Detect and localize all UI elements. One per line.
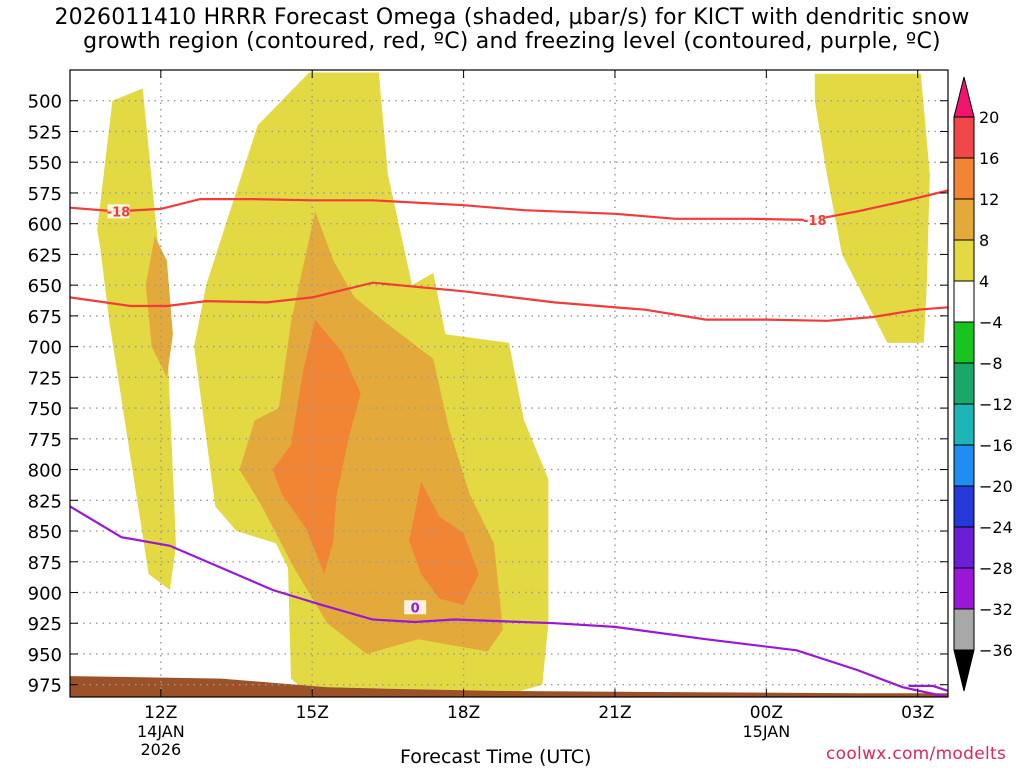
y-tick-label-550: 550 <box>28 153 62 174</box>
colorbar-segment-1 <box>953 157 975 200</box>
colorbar-segment-0 <box>953 116 975 159</box>
y-tick-label-600: 600 <box>28 215 62 236</box>
colorbar-label-11: −28 <box>979 559 1013 578</box>
contour-line-0 <box>70 189 948 222</box>
chart-title: 2026011410 HRRR Forecast Omega (shaded, … <box>0 6 1024 54</box>
colorbar-segment-7 <box>953 403 975 446</box>
contour-label-bg-3 <box>404 600 427 615</box>
contour-label-bg-1 <box>803 212 826 227</box>
terrain-surface <box>70 676 948 697</box>
colorbar-segment-6 <box>953 362 975 405</box>
title-line-2: growth region (contoured, red, ºC) and f… <box>83 29 941 54</box>
x-tick-label-18Z: 18Z <box>447 703 480 723</box>
y-tick-label-725: 725 <box>28 368 62 389</box>
title-line-1: 2026011410 HRRR Forecast Omega (shaded, … <box>54 5 970 30</box>
x-tick-sublabel-2026: 2026 <box>140 740 181 759</box>
x-tick-label-03Z: 03Z <box>901 703 934 723</box>
x-tick-label-21Z: 21Z <box>598 703 631 723</box>
y-tick-label-525: 525 <box>28 122 62 143</box>
y-tick-label-875: 875 <box>28 553 62 574</box>
colorbar-segment-3 <box>953 239 975 282</box>
colorbar-label-1: 16 <box>979 149 999 168</box>
contour-line-2 <box>70 281 948 322</box>
y-tick-label-900: 900 <box>28 584 62 605</box>
colorbar-label-6: −8 <box>979 354 1003 373</box>
omega-region-5 <box>272 319 361 575</box>
y-tick-label-650: 650 <box>28 276 62 297</box>
colorbar-bottom-arrow <box>953 649 975 692</box>
y-tick-label-750: 750 <box>28 399 62 420</box>
colorbar-label-2: 12 <box>979 190 999 209</box>
colorbar-segment-9 <box>953 485 975 528</box>
y-tick-label-825: 825 <box>28 491 62 512</box>
y-tick-label-975: 975 <box>28 676 62 697</box>
x-tick-label-00Z: 00Z <box>750 703 783 723</box>
colorbar-segment-5 <box>953 321 975 364</box>
credit-link[interactable]: coolwx.com/modelts <box>826 744 1007 764</box>
colorbar-segment-11 <box>953 567 975 610</box>
colorbar-label-3: 8 <box>979 231 989 250</box>
colorbar-label-10: −24 <box>979 518 1013 537</box>
x-tick-sublabel-15JAN: 15JAN <box>742 722 790 741</box>
colorbar-segment-10 <box>953 526 975 569</box>
x-tick-label-15Z: 15Z <box>296 703 329 723</box>
y-tick-label-625: 625 <box>28 245 62 266</box>
colorbar-label-12: −32 <box>979 600 1013 619</box>
colorbar-label-0: 20 <box>979 108 999 127</box>
y-tick-label-500: 500 <box>28 92 62 113</box>
colorbar-segment-12 <box>953 608 975 651</box>
colorbar-label-8: −16 <box>979 436 1013 455</box>
contour-line-4 <box>908 684 948 692</box>
y-tick-label-775: 775 <box>28 430 62 451</box>
plot-frame <box>69 69 949 698</box>
contour-label-1: -18 <box>803 214 827 229</box>
colorbar-label-9: −20 <box>979 477 1013 496</box>
contour-label-bg-0 <box>107 204 130 219</box>
y-tick-label-800: 800 <box>28 461 62 482</box>
y-tick-label-675: 675 <box>28 307 62 328</box>
x-tick-sublabel-14JAN: 14JAN <box>137 722 185 741</box>
contour-line-3 <box>70 505 948 697</box>
plot-layer: -18 -18 0 <box>70 70 948 697</box>
y-tick-label-950: 950 <box>28 645 62 666</box>
y-tick-label-850: 850 <box>28 522 62 543</box>
contour-label-3: 0 <box>411 601 420 616</box>
y-tick-label-700: 700 <box>28 338 62 359</box>
colorbar-label-5: −4 <box>979 313 1003 332</box>
y-tick-label-575: 575 <box>28 184 62 205</box>
contour-label-0: -18 <box>107 205 131 220</box>
omega-region-6 <box>409 481 479 605</box>
colorbar-label-13: −36 <box>979 641 1013 660</box>
colorbar-segment-2 <box>953 198 975 241</box>
colorbar-segment-8 <box>953 444 975 487</box>
x-axis-label: Forecast Time (UTC) <box>400 746 592 768</box>
x-tick-label-12Z: 12Z <box>144 703 177 723</box>
colorbar-label-4: 4 <box>979 272 989 291</box>
y-tick-label-925: 925 <box>28 614 62 635</box>
colorbar-top-arrow <box>953 76 975 118</box>
colorbar-label-7: −12 <box>979 395 1013 414</box>
colorbar-segment-4 <box>953 280 975 323</box>
